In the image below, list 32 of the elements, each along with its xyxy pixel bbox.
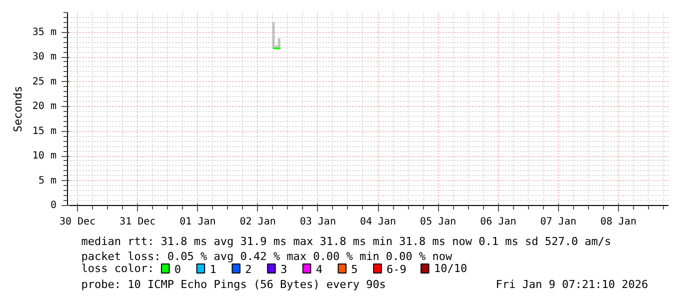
x-tick-label: 07 Jan — [540, 216, 576, 228]
x-tick-label: 30 Dec — [59, 216, 96, 228]
x-tick-label: 02 Jan — [240, 216, 276, 228]
y-tick-label: 0 — [50, 200, 57, 211]
legend-label: 0 — [174, 263, 182, 276]
y-tick-label: 5 m — [38, 175, 56, 186]
x-tick-label: 08 Jan — [600, 216, 636, 228]
y-tick-label: 20 m — [32, 101, 57, 112]
legend-label: 2 — [245, 263, 252, 276]
x-tick-label: 04 Jan — [360, 216, 396, 228]
y-axis-title: Seconds — [11, 86, 24, 132]
y-tick-label: 30 m — [32, 52, 57, 63]
legend-label: 5 — [351, 263, 358, 276]
y-tick-label: 15 m — [32, 126, 57, 137]
x-tick-label: 03 Jan — [300, 216, 336, 228]
legend-label: 10/10 — [434, 262, 468, 275]
legend-label: 1 — [210, 263, 216, 276]
x-tick-label: 05 Jan — [420, 216, 456, 228]
x-tick-label: 31 Dec — [120, 216, 156, 228]
x-tick-label: 01 Jan — [180, 216, 216, 228]
legend-label: 4 — [316, 263, 323, 276]
text: packet loss: 0.05 % avg 0.42 % max 0.00 % min 0.00 % now — [81, 250, 453, 263]
text: Fri Jan 9 07:21:10 2026 — [496, 278, 648, 291]
legend-title: loss color: — [81, 262, 154, 275]
y-tick-label: 25 m — [32, 76, 57, 88]
x-tick-label: 06 Jan — [480, 216, 516, 228]
y-tick-label: 10 m — [32, 150, 57, 162]
text: median rtt: 31.8 ms avg 31.9 ms max 31.8 ms min 31.8 ms now 0.1 ms sd 527.0 am/s — [81, 235, 612, 248]
legend-label: 6-9 — [386, 263, 406, 276]
legend-label: 3 — [280, 263, 288, 276]
y-tick-label: 35 m — [32, 26, 57, 38]
text: probe: 10 ICMP Echo Pings (56 Bytes) every 90s — [81, 278, 386, 291]
